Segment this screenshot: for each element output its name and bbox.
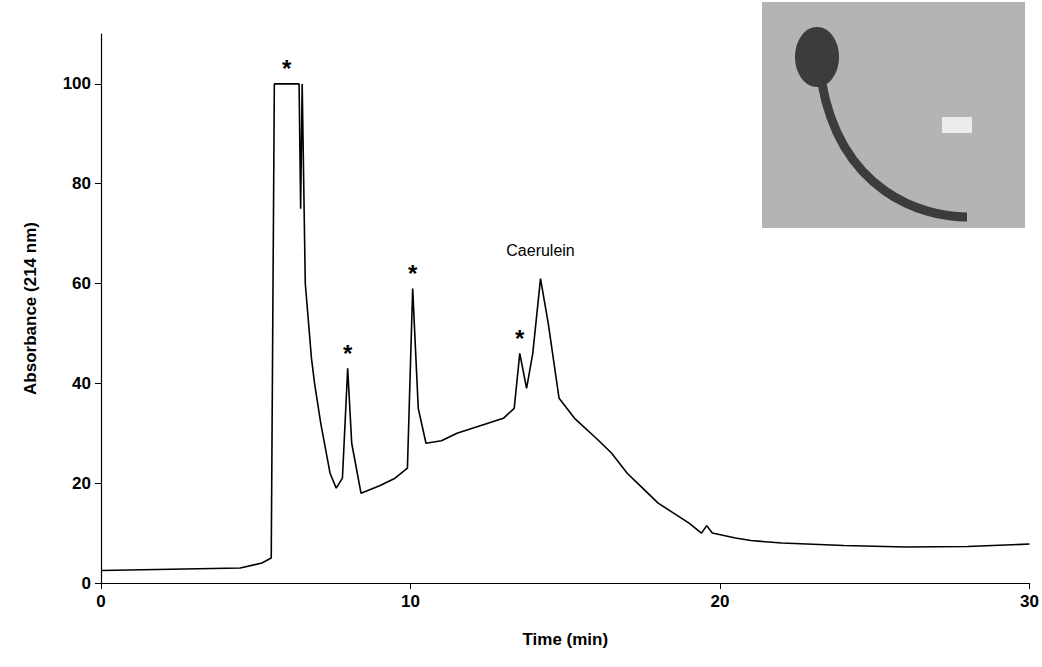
svg-text:0: 0 <box>96 592 105 611</box>
svg-text:Caerulein: Caerulein <box>506 242 574 259</box>
svg-text:20: 20 <box>711 592 730 611</box>
svg-text:0: 0 <box>82 574 91 593</box>
svg-text:100: 100 <box>63 74 91 93</box>
svg-text:10: 10 <box>401 592 420 611</box>
svg-text:*: * <box>343 340 353 367</box>
svg-text:40: 40 <box>72 374 91 393</box>
svg-text:20: 20 <box>72 474 91 493</box>
svg-text:80: 80 <box>72 174 91 193</box>
svg-text:Time (min): Time (min) <box>522 630 608 649</box>
svg-text:Absorbance (214 nm): Absorbance (214 nm) <box>21 222 40 395</box>
svg-text:*: * <box>282 55 292 82</box>
svg-text:*: * <box>408 260 418 287</box>
svg-text:30: 30 <box>1020 592 1039 611</box>
svg-text:60: 60 <box>72 274 91 293</box>
svg-text:*: * <box>515 325 525 352</box>
